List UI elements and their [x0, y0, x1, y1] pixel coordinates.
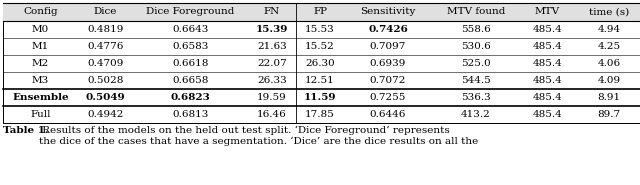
- Text: 0.6823: 0.6823: [171, 93, 211, 102]
- Text: Ensemble: Ensemble: [12, 93, 69, 102]
- Text: 4.06: 4.06: [597, 59, 621, 68]
- Text: Sensitivity: Sensitivity: [360, 8, 416, 16]
- Bar: [3, 3, 640, 21]
- Text: 0.6446: 0.6446: [370, 110, 406, 119]
- Text: Dice: Dice: [94, 8, 117, 16]
- Text: FP: FP: [313, 8, 327, 16]
- Text: 0.4709: 0.4709: [87, 59, 124, 68]
- Text: 11.59: 11.59: [304, 93, 336, 102]
- Text: 0.6939: 0.6939: [370, 59, 406, 68]
- Text: time (s): time (s): [589, 8, 629, 16]
- Text: 558.6: 558.6: [461, 25, 491, 34]
- Text: Table 1.: Table 1.: [3, 126, 49, 135]
- Text: 19.59: 19.59: [257, 93, 287, 102]
- Text: 15.52: 15.52: [305, 42, 335, 51]
- Text: 0.6618: 0.6618: [172, 59, 209, 68]
- Text: 21.63: 21.63: [257, 42, 287, 51]
- Text: 4.25: 4.25: [597, 42, 621, 51]
- Text: 0.4776: 0.4776: [87, 42, 124, 51]
- Text: 485.4: 485.4: [532, 76, 563, 85]
- Text: 485.4: 485.4: [532, 110, 563, 119]
- Text: 22.07: 22.07: [257, 59, 287, 68]
- Text: M0: M0: [32, 25, 49, 34]
- Text: 0.4819: 0.4819: [87, 25, 124, 34]
- Text: 0.4942: 0.4942: [87, 110, 124, 119]
- Text: 12.51: 12.51: [305, 76, 335, 85]
- Text: 4.09: 4.09: [597, 76, 621, 85]
- Text: M2: M2: [32, 59, 49, 68]
- Text: 536.3: 536.3: [461, 93, 491, 102]
- Text: 8.91: 8.91: [597, 93, 621, 102]
- Text: 0.7097: 0.7097: [370, 42, 406, 51]
- Text: 0.5028: 0.5028: [87, 76, 124, 85]
- Text: 0.6643: 0.6643: [172, 25, 209, 34]
- Text: 530.6: 530.6: [461, 42, 491, 51]
- Text: MTV: MTV: [535, 8, 560, 16]
- Text: Full: Full: [30, 110, 51, 119]
- Bar: [3, 3, 640, 123]
- Text: 525.0: 525.0: [461, 59, 491, 68]
- Text: M1: M1: [32, 42, 49, 51]
- Text: 544.5: 544.5: [461, 76, 491, 85]
- Text: 15.39: 15.39: [256, 25, 288, 34]
- Text: 0.7255: 0.7255: [370, 93, 406, 102]
- Text: Dice Foreground: Dice Foreground: [147, 8, 235, 16]
- Text: 0.5049: 0.5049: [86, 93, 125, 102]
- Text: 17.85: 17.85: [305, 110, 335, 119]
- Text: 15.53: 15.53: [305, 25, 335, 34]
- Text: 485.4: 485.4: [532, 93, 563, 102]
- Text: Results of the models on the held out test split. ‘Dice Foreground’ represents
t: Results of the models on the held out te…: [39, 126, 478, 146]
- Text: MTV found: MTV found: [447, 8, 505, 16]
- Text: M3: M3: [32, 76, 49, 85]
- Text: 485.4: 485.4: [532, 42, 563, 51]
- Text: 26.33: 26.33: [257, 76, 287, 85]
- Text: 413.2: 413.2: [461, 110, 491, 119]
- Text: 0.7072: 0.7072: [370, 76, 406, 85]
- Text: 16.46: 16.46: [257, 110, 287, 119]
- Text: 0.6583: 0.6583: [172, 42, 209, 51]
- Text: Config: Config: [23, 8, 58, 16]
- Text: FN: FN: [264, 8, 280, 16]
- Text: 4.94: 4.94: [597, 25, 621, 34]
- Text: 26.30: 26.30: [305, 59, 335, 68]
- Text: 485.4: 485.4: [532, 59, 563, 68]
- Text: 0.7426: 0.7426: [368, 25, 408, 34]
- Text: 0.6813: 0.6813: [172, 110, 209, 119]
- Text: 0.6658: 0.6658: [172, 76, 209, 85]
- Text: 89.7: 89.7: [597, 110, 621, 119]
- Text: 485.4: 485.4: [532, 25, 563, 34]
